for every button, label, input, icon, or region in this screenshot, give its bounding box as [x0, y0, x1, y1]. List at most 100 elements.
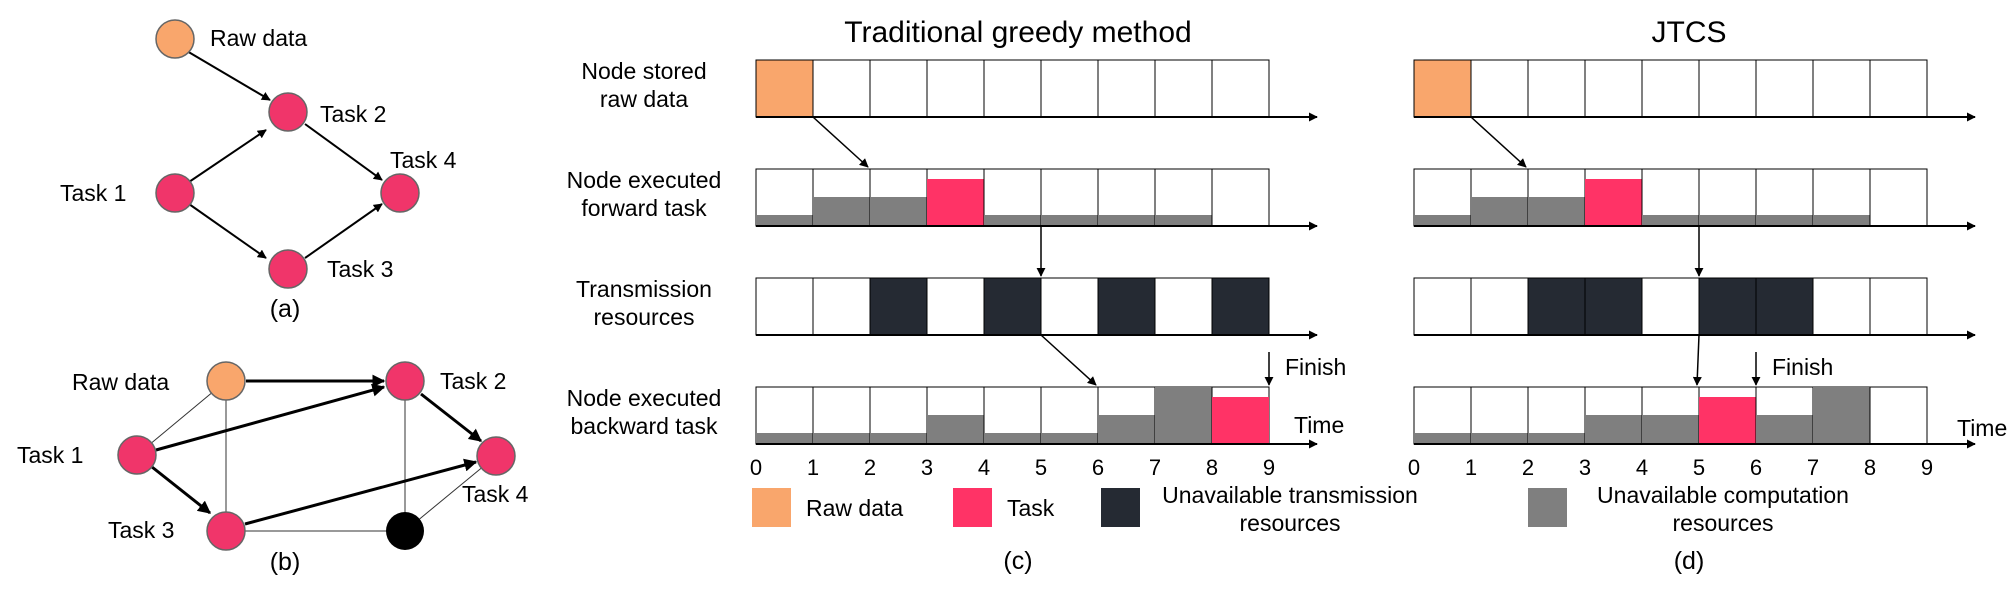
time-tick-label: 8 [1206, 455, 1218, 480]
unavailable-computation-block [1756, 415, 1813, 444]
label-task3: Task 3 [108, 517, 174, 543]
dependency-arrow [1470, 116, 1527, 168]
empty-slot-cell [755, 277, 814, 336]
empty-slot-cell [1413, 277, 1472, 336]
legend-unavailable-computation-label-2: resources [1673, 510, 1774, 536]
legend: Raw data Task Unavailable transmission r… [752, 482, 1849, 536]
time-tick-label: 2 [1522, 455, 1534, 480]
panel-d-cells [1413, 59, 1928, 445]
hidden-node [386, 512, 424, 550]
empty-slot-cell [1040, 59, 1099, 118]
unavailable-computation-block [1699, 215, 1756, 226]
unavailable-computation-block [984, 215, 1041, 226]
unavailable-transmission-cell [1698, 277, 1757, 336]
empty-slot-cell [1154, 59, 1213, 118]
time-tick-label: 0 [1408, 455, 1420, 480]
row-label-forward-2: forward task [581, 195, 707, 221]
time-tick-label: 4 [978, 455, 990, 480]
empty-slot-cell [1470, 277, 1529, 336]
empty-slot-cell [1154, 277, 1213, 336]
time-tick-label: 3 [921, 455, 933, 480]
unavailable-computation-block [1041, 433, 1098, 444]
legend-unavailable-transmission-label-1: Unavailable transmission [1162, 482, 1418, 508]
unavailable-computation-block [870, 197, 927, 226]
empty-slot-cell [1641, 59, 1700, 118]
empty-slot-cell [1527, 59, 1586, 118]
row-label-backward-1: Node executed [567, 385, 722, 411]
flow-task2-task4 [420, 392, 483, 443]
time-tick-label: 6 [1750, 455, 1762, 480]
time-tick-label: 3 [1579, 455, 1591, 480]
unavailable-computation-block [1098, 215, 1155, 226]
caption-b: (b) [270, 548, 301, 576]
task2-node [385, 361, 425, 401]
edge-task1-task3 [188, 203, 267, 259]
unavailable-computation-block [1041, 215, 1098, 226]
task-block [1699, 397, 1756, 444]
unavailable-computation-block [1471, 197, 1528, 226]
empty-slot-cell [1812, 59, 1871, 118]
label-task3: Task 3 [327, 256, 393, 282]
label-task4: Task 4 [462, 481, 529, 507]
panel-d-finish-label: Finish [1772, 354, 1833, 380]
empty-slot-cell [983, 59, 1042, 118]
dependency-arrow [1040, 334, 1097, 386]
unavailable-computation-block [927, 415, 984, 444]
empty-slot-cell [1869, 277, 1928, 336]
unavailable-computation-block [1414, 433, 1471, 444]
unavailable-computation-block [1155, 215, 1212, 226]
empty-slot-cell [1755, 59, 1814, 118]
empty-slot-cell [1211, 59, 1270, 118]
task1-node [155, 173, 195, 213]
dependency-arrow [812, 116, 869, 168]
unavailable-computation-block [813, 197, 870, 226]
label-raw-data: Raw data [72, 369, 169, 395]
task3-node [268, 249, 308, 289]
time-tick-label: 6 [1092, 455, 1104, 480]
unavailable-computation-block [1642, 215, 1699, 226]
time-tick-label: 9 [1921, 455, 1933, 480]
label-task1: Task 1 [60, 180, 126, 206]
empty-slot-cell [812, 59, 871, 118]
panel-c-time-label: Time [1294, 412, 1344, 438]
slot-cell [1869, 386, 1928, 445]
task-block [1585, 179, 1642, 226]
panel-d-jtcs-schedule: JTCS (d) 0 1 2 3 4 5 6 7 8 9 Finish Time [1408, 16, 2007, 575]
unavailable-computation-block [756, 433, 813, 444]
time-tick-label: 1 [1465, 455, 1477, 480]
unavailable-computation-block [1756, 215, 1813, 226]
unavailable-transmission-cell [1527, 277, 1586, 336]
panel-c-dependency-arrows [812, 116, 1274, 386]
unavailable-computation-block [1528, 433, 1585, 444]
unavailable-computation-block [1642, 415, 1699, 444]
time-tick-label: 1 [807, 455, 819, 480]
task2-node [268, 92, 308, 132]
panel-a-task-graph: Raw data Task 2 Task 1 Task 4 Task 3 (a) [60, 19, 457, 323]
flow-task1-task3 [151, 465, 212, 515]
slot-cell [1869, 168, 1928, 227]
slot-cell [1211, 168, 1270, 227]
unavailable-computation-block [1098, 415, 1155, 444]
label-raw-data: Raw data [210, 25, 307, 51]
time-tick-label: 9 [1263, 455, 1275, 480]
time-tick-label: 8 [1864, 455, 1876, 480]
time-tick-label: 0 [750, 455, 762, 480]
legend-raw-data-swatch [752, 488, 791, 527]
caption-a: (a) [270, 295, 301, 323]
empty-slot-cell [1641, 277, 1700, 336]
task4-node [380, 173, 420, 213]
row-label-backward-2: backward task [570, 413, 718, 439]
empty-slot-cell [1698, 59, 1757, 118]
raw-data-node [155, 19, 195, 59]
time-tick-label: 7 [1807, 455, 1819, 480]
unavailable-computation-block [1585, 415, 1642, 444]
unavailable-computation-block [870, 433, 927, 444]
caption-c: (c) [1003, 547, 1032, 575]
time-tick-label: 5 [1035, 455, 1047, 480]
task-block [1212, 397, 1269, 444]
empty-slot-cell [926, 59, 985, 118]
label-task1: Task 1 [17, 442, 83, 468]
unavailable-computation-block [1528, 197, 1585, 226]
flow-task1-task2 [155, 383, 386, 452]
